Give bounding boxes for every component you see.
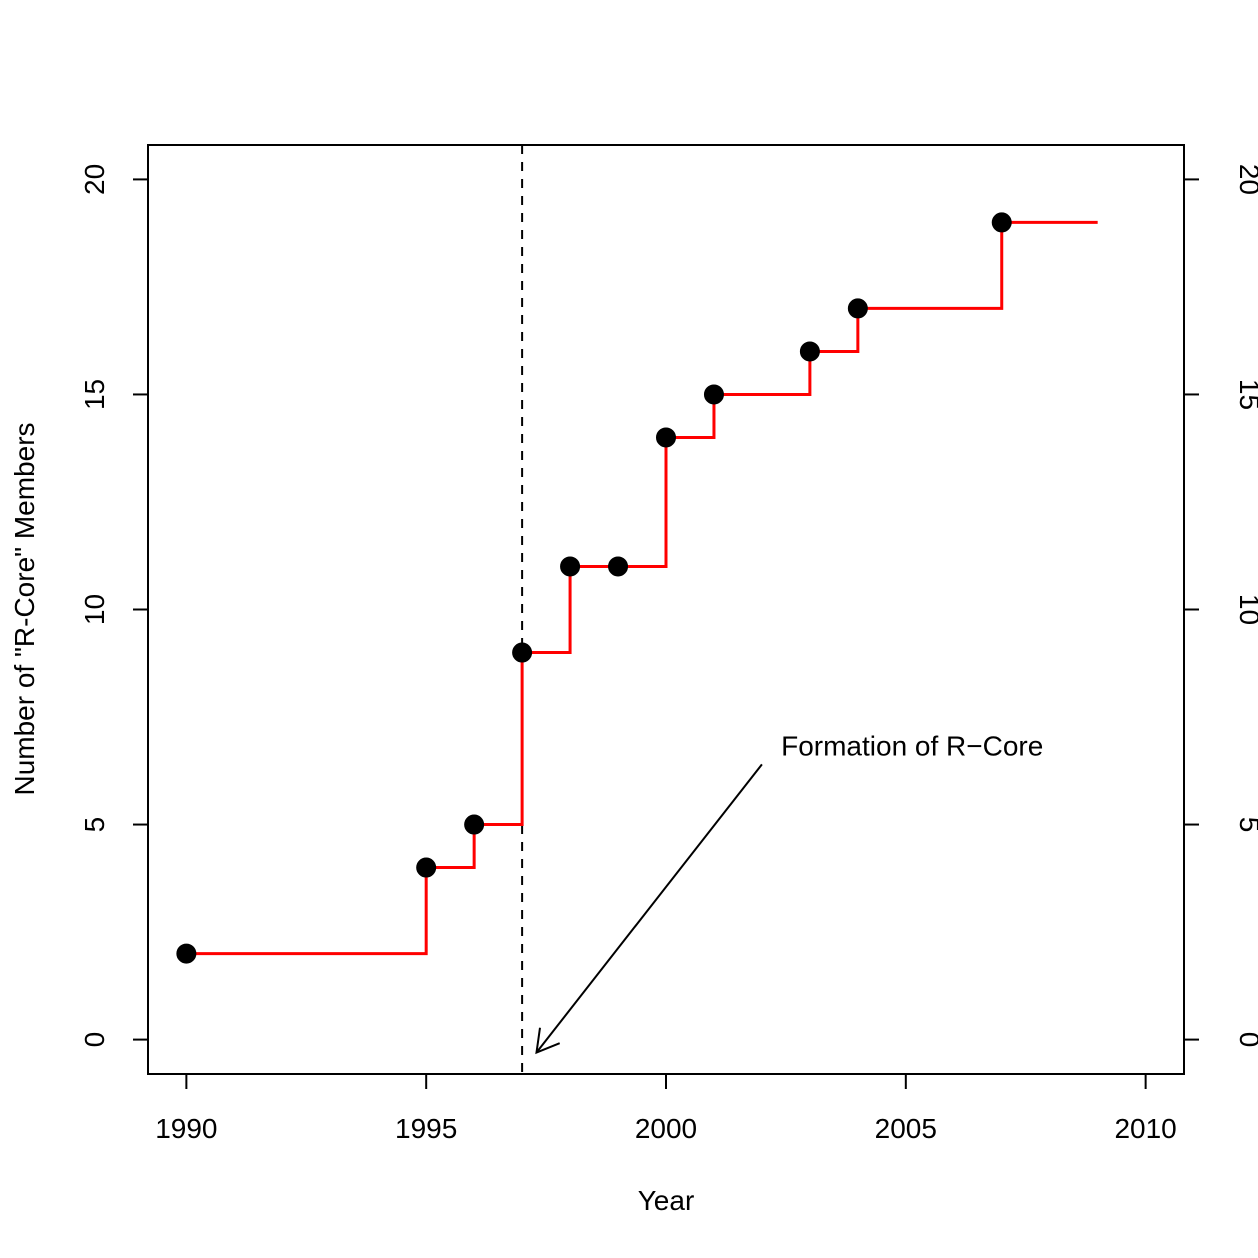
data-point bbox=[512, 642, 533, 663]
annotation-arrow-head bbox=[535, 1027, 561, 1055]
data-point bbox=[703, 384, 724, 405]
y-tick-label-right: 20 bbox=[1234, 164, 1258, 195]
y-tick-label-left: 10 bbox=[79, 594, 110, 625]
y-tick-label-left: 0 bbox=[79, 1032, 110, 1048]
y-tick-label-right: 10 bbox=[1234, 594, 1258, 625]
data-point bbox=[799, 341, 820, 362]
axes-group: 199019952000200520100510152005101520 bbox=[79, 164, 1258, 1144]
plot-frame bbox=[147, 144, 1185, 1075]
y-tick-label-left: 15 bbox=[79, 379, 110, 410]
y-tick-label-left: 5 bbox=[79, 817, 110, 833]
x-tick-label: 1995 bbox=[395, 1113, 457, 1144]
x-tick-label: 1990 bbox=[155, 1113, 217, 1144]
data-point bbox=[608, 556, 629, 577]
data-point bbox=[991, 212, 1012, 233]
y-tick-label-right: 15 bbox=[1234, 379, 1258, 410]
y-tick-label-right: 0 bbox=[1234, 1032, 1258, 1048]
y-tick-label-right: 5 bbox=[1234, 817, 1258, 833]
data-point bbox=[464, 814, 485, 835]
x-tick-label: 2005 bbox=[875, 1113, 937, 1144]
data-point bbox=[656, 427, 676, 448]
x-tick-label: 2010 bbox=[1114, 1113, 1176, 1144]
data-point bbox=[847, 298, 868, 319]
y-tick-label-left: 20 bbox=[79, 164, 110, 195]
annotation-arrow-line bbox=[535, 763, 763, 1054]
plot-area-group bbox=[147, 144, 1185, 1075]
series-step-line bbox=[186, 220, 1098, 956]
data-group bbox=[176, 145, 1098, 1074]
data-point bbox=[176, 943, 197, 964]
x-axis-label: Year bbox=[638, 1185, 695, 1216]
y-axis-label: Number of "R-Core" Members bbox=[9, 422, 40, 795]
annotation-text: Formation of R−Core bbox=[781, 731, 1043, 762]
x-tick-label: 2000 bbox=[635, 1113, 697, 1144]
annotation-group: Formation of R−Core bbox=[535, 731, 1043, 1055]
data-point bbox=[416, 857, 437, 878]
data-point bbox=[560, 556, 581, 577]
